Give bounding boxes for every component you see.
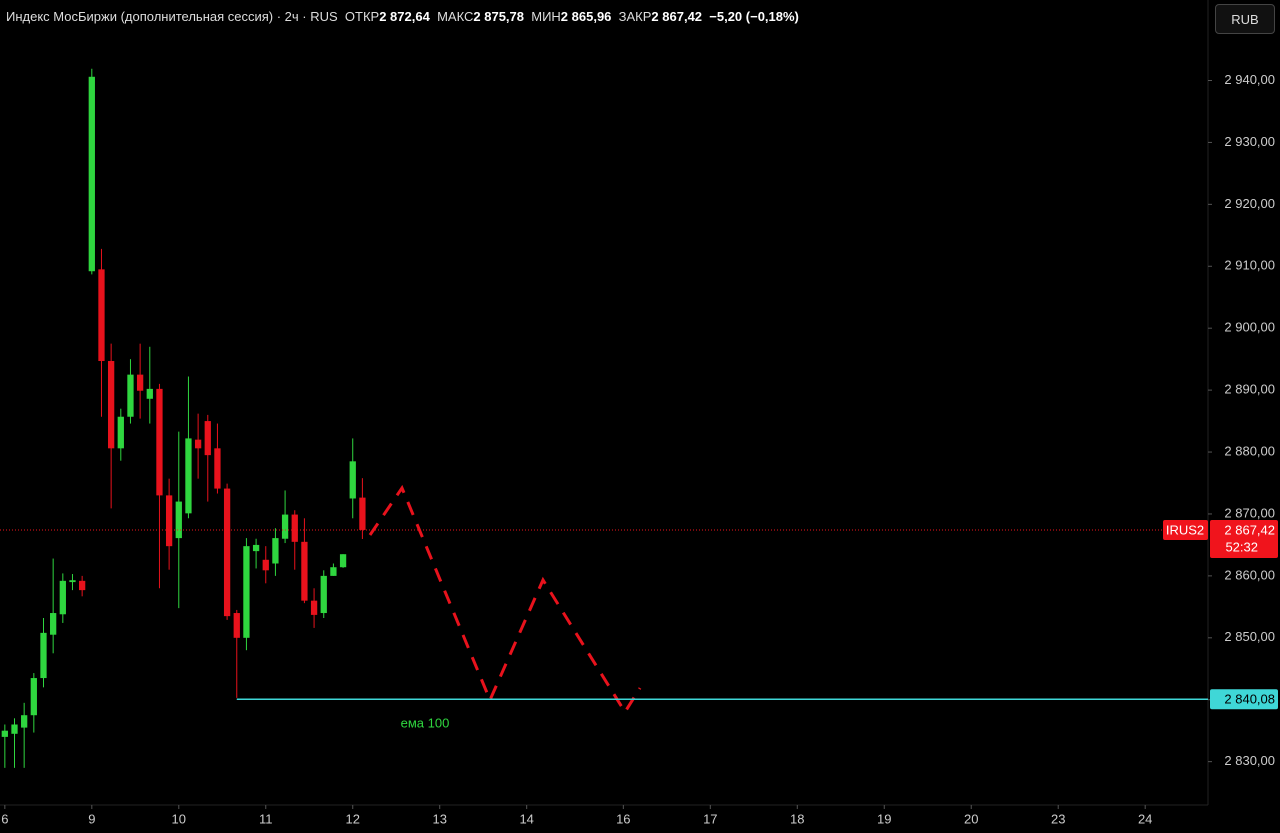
candle-body <box>165 495 173 547</box>
countdown: 52:32 <box>1225 539 1258 554</box>
x-tick-label: 14 <box>519 811 533 826</box>
candle-body <box>69 580 76 583</box>
candle-body <box>291 514 298 542</box>
y-tick-label: 2 830,00 <box>1224 753 1275 768</box>
low-value: 2 865,96 <box>560 9 612 24</box>
y-tick-label: 2 880,00 <box>1224 443 1275 458</box>
candle-body <box>40 632 47 679</box>
candle-body <box>98 269 105 362</box>
annotation: ема 100 <box>401 715 450 730</box>
candle-body <box>262 559 269 571</box>
candle-body <box>223 488 231 617</box>
y-tick-label: 2 860,00 <box>1224 567 1275 582</box>
candle-body <box>1 730 8 737</box>
level-label: 2 840,08 <box>1224 692 1275 707</box>
candle-body <box>281 514 289 539</box>
candle-body <box>214 448 221 489</box>
y-tick-label: 2 900,00 <box>1224 320 1275 335</box>
x-tick-label: 11 <box>259 811 273 826</box>
high-label: МАКС <box>437 9 474 24</box>
candle-body <box>349 461 356 499</box>
currency-button[interactable]: RUB <box>1215 4 1275 34</box>
candle-body <box>233 613 240 638</box>
x-tick-label: 10 <box>172 811 186 826</box>
high-value: 2 875,78 <box>473 9 524 24</box>
symbol-box <box>1163 519 1208 540</box>
candle-body <box>252 544 260 552</box>
candle-body <box>50 613 57 635</box>
x-tick-label: 18 <box>790 811 804 826</box>
instrument: Индекс МосБиржи (дополнительная сессия) … <box>6 9 338 24</box>
open-value: 2 872,64 <box>379 9 430 24</box>
candle-body <box>59 580 66 615</box>
candle-body <box>310 600 318 615</box>
candle-body <box>272 538 279 564</box>
candle-body <box>320 575 327 614</box>
candle-body <box>194 439 202 449</box>
y-tick-label: 2 940,00 <box>1224 72 1275 87</box>
open-label: ОТКР <box>344 9 380 24</box>
last-price-label: 2 867,42 <box>1224 522 1275 537</box>
y-tick-label: 2 850,00 <box>1224 629 1275 644</box>
forecast-drawing <box>368 484 642 715</box>
candle-body <box>146 388 153 399</box>
candle-body <box>11 724 18 734</box>
candle-body <box>156 388 163 496</box>
y-tick-label: 2 890,00 <box>1224 382 1275 397</box>
level-label-box <box>1210 689 1278 710</box>
x-tick-label: 6 <box>1 811 8 826</box>
x-tick-label: 19 <box>877 811 891 826</box>
y-tick-label: 2 910,00 <box>1224 258 1275 273</box>
x-tick-label: 23 <box>1051 811 1065 826</box>
candle-body <box>204 421 211 456</box>
change: −5,20 (−0,18%) <box>709 9 799 24</box>
x-tick-label: 17 <box>703 811 717 826</box>
candle-body <box>107 361 115 449</box>
x-tick-label: 16 <box>616 811 630 826</box>
x-tick-label: 12 <box>346 811 360 826</box>
candle-body <box>88 76 95 272</box>
symbol-label: IRUS2 <box>1166 522 1204 537</box>
candle-body <box>339 554 347 568</box>
x-tick-label: 9 <box>88 811 95 826</box>
x-tick-label: 13 <box>432 811 446 826</box>
candle-body <box>30 678 37 716</box>
candle-body <box>127 374 134 417</box>
x-tick-label: 24 <box>1138 811 1152 826</box>
candle-body <box>301 541 308 601</box>
candle-body <box>21 715 28 728</box>
close-value: 2 867,42 <box>651 9 703 24</box>
y-tick-label: 2 870,00 <box>1224 505 1275 520</box>
y-tick-label: 2 930,00 <box>1224 134 1275 149</box>
y-tick-label: 2 920,00 <box>1224 196 1275 211</box>
x-tick-label: 20 <box>964 811 978 826</box>
candle-body <box>117 416 124 449</box>
candle-body <box>136 374 144 391</box>
candle-body <box>185 438 192 514</box>
close-label: ЗАКР <box>618 9 652 24</box>
legend-header: Индекс МосБиржи (дополнительная сессия) … <box>6 9 799 24</box>
candle-body <box>79 580 86 591</box>
low-label: МИН <box>531 9 561 24</box>
candle-body <box>359 497 366 530</box>
candle-body <box>175 501 182 539</box>
last-price-box <box>1210 519 1278 558</box>
candle-body <box>243 546 250 638</box>
candle-body <box>330 567 337 576</box>
